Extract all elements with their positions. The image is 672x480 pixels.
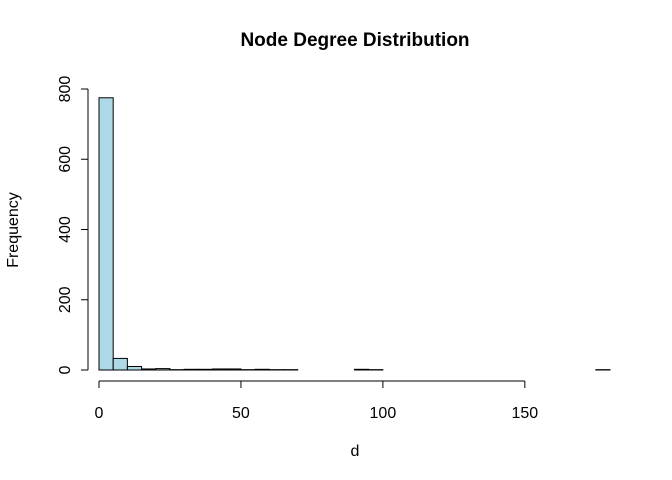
histogram-bar [254,368,270,371]
y-tick-label: 0 [57,365,74,374]
histogram-bar [212,368,228,371]
histogram-bar [155,368,171,371]
x-tick-label: 50 [232,405,250,422]
histogram-bar [141,368,157,371]
x-axis-label: d [351,443,360,460]
y-tick-label: 200 [57,286,74,313]
histogram-bars [98,97,611,371]
histogram-bar [226,368,242,371]
histogram-bar [112,357,128,371]
x-tick-label: 100 [370,405,397,422]
x-tick-label: 0 [95,405,104,422]
y-axis-label: Frequency [5,192,22,268]
y-axis: 0 200 400 600 800 [57,76,89,374]
histogram-bar [126,365,143,371]
y-tick-label: 600 [57,146,74,173]
y-tick-label: 800 [57,76,74,103]
histogram-bar [183,368,199,371]
histogram-bar [98,97,114,371]
x-tick-label: 150 [511,405,538,422]
histogram-bar [197,368,214,371]
x-axis: 0 50 100 150 [95,380,538,422]
histogram-bar [354,368,370,371]
y-tick-label: 400 [57,216,74,243]
chart-title: Node Degree Distribution [240,30,469,51]
